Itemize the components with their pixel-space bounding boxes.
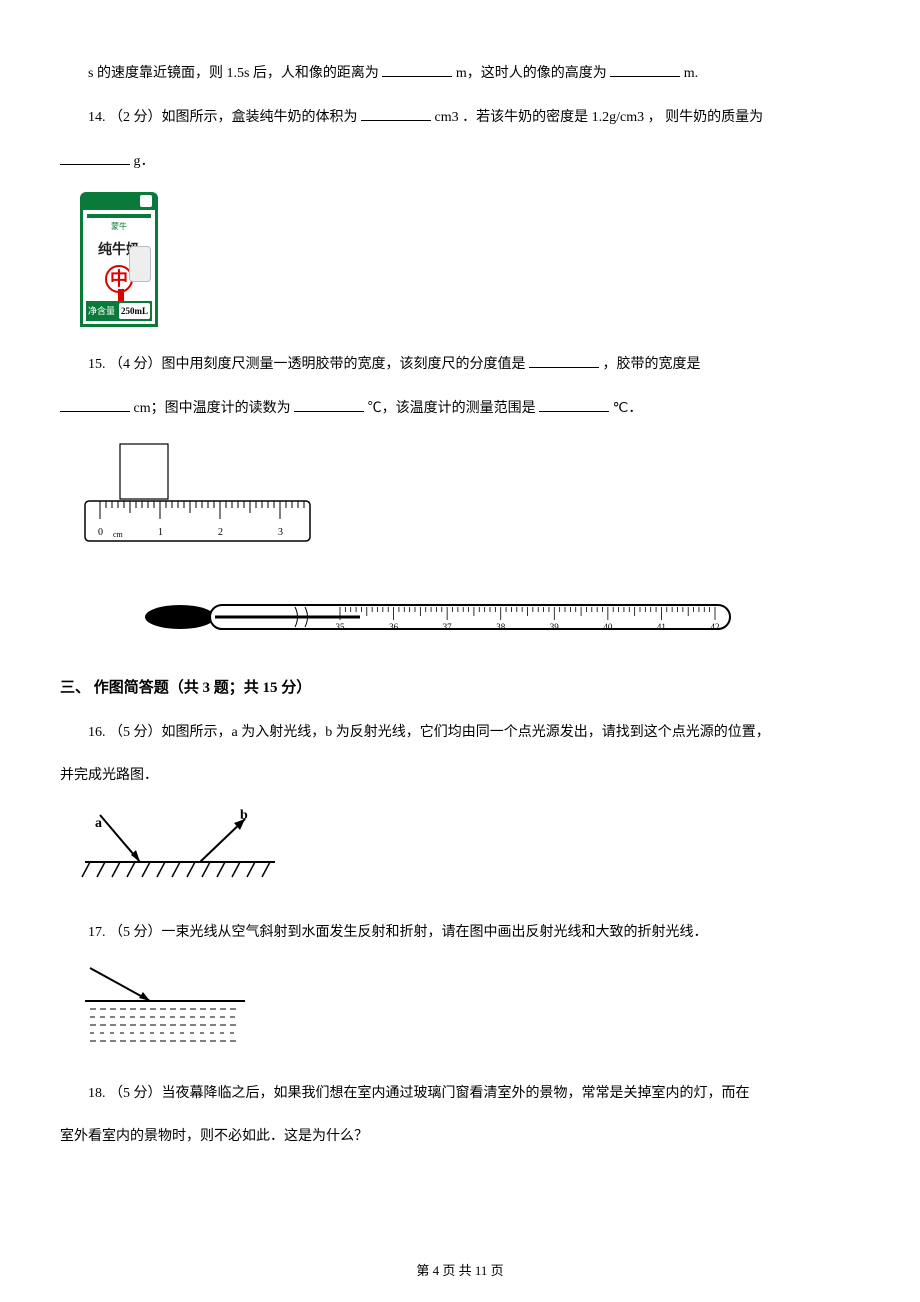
q14-text: 14. （2 分）如图所示，盒装纯牛奶的体积为 cm3 ．若该牛奶的密度是 1.… (60, 104, 860, 130)
q15-l5: ℃． (613, 401, 643, 416)
q14-l3: g． (134, 154, 155, 169)
q13-text-b: m，这时人的像的高度为 (456, 66, 607, 81)
q15-l1: 15. （4 分）图中用刻度尺测量一透明胶带的宽度，该刻度尺的分度值是 (88, 357, 529, 372)
page-footer: 第 4 页 共 11 页 (0, 1259, 920, 1282)
q15-l3: cm；图中温度计的读数为 (134, 401, 295, 416)
q15-text: 15. （4 分）图中用刻度尺测量一透明胶带的宽度，该刻度尺的分度值是 ，胶带的… (60, 351, 860, 377)
mirror-svg: a b (80, 807, 280, 887)
svg-text:1: 1 (158, 527, 163, 538)
blank-temp[interactable] (294, 395, 364, 412)
svg-text:41: 41 (657, 622, 666, 632)
milk-body: 蒙牛 纯牛奶 中 净含量 250mL (80, 210, 158, 327)
section-3-heading: 三、 作图简答题（共 3 题；共 15 分） (60, 675, 860, 702)
label-a: a (95, 816, 102, 831)
milk-carton: 蒙牛 纯牛奶 中 净含量 250mL (80, 192, 158, 327)
blank-mass[interactable] (60, 148, 130, 165)
q14-l1: 14. （2 分）如图所示，盒装纯牛奶的体积为 (88, 110, 358, 125)
svg-text:37: 37 (443, 622, 453, 632)
q15-l2: ，胶带的宽度是 (603, 357, 701, 372)
svg-text:39: 39 (550, 622, 560, 632)
milk-vol-text: 净含量 (88, 303, 115, 319)
q18-l1: 18. （5 分）当夜幕降临之后，如果我们想在室内通过玻璃门窗看清室外的景物，常… (88, 1086, 750, 1101)
svg-text:cm: cm (113, 530, 124, 539)
milk-top (80, 192, 158, 210)
q14-l2: cm3 ．若该牛奶的密度是 1.2g/cm3 ， 则牛奶的质量为 (435, 110, 764, 125)
q17-text: 17. （5 分）一束光线从空气斜射到水面发生反射和折射，请在图中画出反射光线和… (60, 920, 860, 945)
svg-text:3: 3 (278, 527, 283, 538)
svg-text:0: 0 (98, 527, 103, 538)
blank-distance[interactable] (382, 60, 452, 77)
svg-text:38: 38 (496, 622, 506, 632)
q16-l1: 16. （5 分）如图所示，a 为入射光线，b 为反射光线，它们均由同一个点光源… (88, 725, 770, 740)
q16-text-2: 并完成光路图． (60, 763, 860, 788)
milk-vol-value: 250mL (119, 303, 150, 319)
q14-text-2: g． (60, 148, 860, 174)
q15-l4: ℃，该温度计的测量范围是 (368, 401, 540, 416)
q13-text-c: m. (684, 66, 698, 81)
blank-range[interactable] (539, 395, 609, 412)
milk-brand: 蒙牛 (87, 218, 151, 236)
blank-height[interactable] (610, 60, 680, 77)
svg-text:36: 36 (389, 622, 399, 632)
svg-text:40: 40 (603, 622, 613, 632)
q13-fragment: s 的速度靠近镜面，则 1.5s 后，人和像的距离为 m，这时人的像的高度为 m… (60, 60, 860, 86)
blank-width[interactable] (60, 395, 130, 412)
q18-text-2: 室外看室内的景物时，则不必如此．这是为什么？ (60, 1124, 860, 1149)
thermometer-svg: 35 36 37 38 39 40 41 42 (140, 592, 740, 642)
refraction-figure (80, 963, 860, 1057)
q15-text-2: cm；图中温度计的读数为 ℃，该温度计的测量范围是 ℃． (60, 395, 860, 421)
milk-carton-figure: 蒙牛 纯牛奶 中 净含量 250mL (80, 192, 860, 327)
milk-volume-label: 净含量 250mL (86, 301, 152, 321)
refraction-svg (80, 963, 250, 1048)
svg-text:42: 42 (711, 622, 720, 632)
q13-text-a: s 的速度靠近镜面，则 1.5s 后，人和像的距离为 (88, 66, 379, 81)
thermometer-figure: 35 36 37 38 39 40 41 42 (80, 592, 860, 651)
blank-division[interactable] (529, 351, 599, 368)
blank-volume[interactable] (361, 104, 431, 121)
label-b: b (240, 808, 248, 823)
mirror-figure: a b (80, 807, 860, 896)
q16-text: 16. （5 分）如图所示，a 为入射光线，b 为反射光线，它们均由同一个点光源… (60, 720, 860, 745)
ruler-figure: 0 cm 1 2 3 (80, 439, 860, 568)
q18-text: 18. （5 分）当夜幕降临之后，如果我们想在室内通过玻璃门窗看清室外的景物，常… (60, 1081, 860, 1106)
svg-text:2: 2 (218, 527, 223, 538)
svg-text:35: 35 (336, 622, 346, 632)
ruler-svg: 0 cm 1 2 3 (80, 439, 320, 559)
milk-illustration-icon (129, 246, 151, 282)
